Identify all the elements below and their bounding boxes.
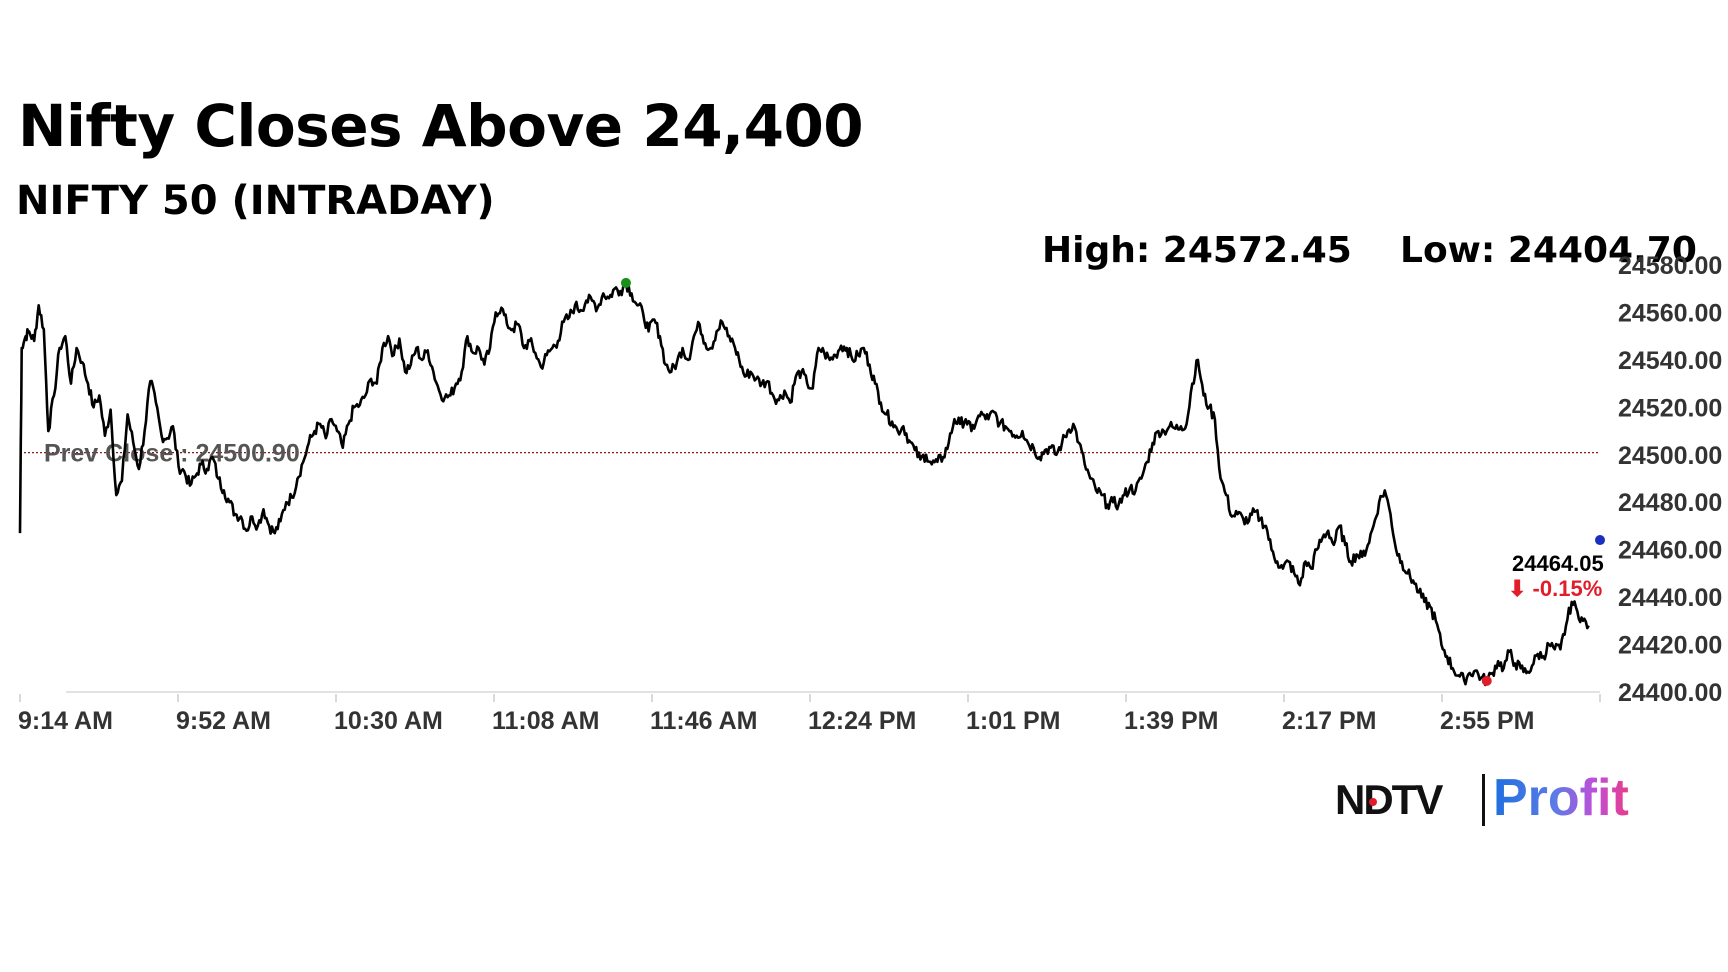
x-tick-label: 9:14 AM — [18, 707, 113, 735]
y-tick-label: 24460.00 — [1618, 537, 1722, 565]
logo-dot-icon — [1369, 798, 1377, 806]
high-stat: High: 24572.45 — [1042, 230, 1352, 271]
x-tick-label: 2:17 PM — [1282, 707, 1376, 735]
price-series-line — [18, 281, 1590, 687]
last-value-marker — [1595, 535, 1605, 546]
y-tick-label: 24440.00 — [1618, 584, 1722, 612]
chart-title: Nifty Closes Above 24,400 — [18, 92, 864, 160]
y-tick-label: 24540.00 — [1618, 347, 1722, 375]
tick-labels-layer: 24400.00 24420.00 24440.00 24460.00 24480.00… — [18, 252, 1722, 735]
last-value-label: 24464.05 — [1512, 551, 1604, 576]
x-tick-label: 11:46 AM — [650, 707, 757, 735]
ndtv-wordmark: NDTV — [1335, 776, 1443, 823]
x-tick-label: 1:01 PM — [966, 707, 1060, 735]
high-marker — [620, 277, 631, 288]
y-tick-label: 24580.00 — [1618, 252, 1722, 280]
y-tick-label: 24480.00 — [1618, 489, 1722, 517]
x-tick-label: 11:08 AM — [492, 707, 599, 735]
low-stat: Low: 24404.70 — [1400, 230, 1697, 271]
low-marker — [1481, 675, 1492, 686]
y-tick-label: 24400.00 — [1618, 679, 1722, 707]
y-tick-label: 24420.00 — [1618, 632, 1722, 660]
x-tick-label: 2:55 PM — [1440, 707, 1534, 735]
x-tick-label: 9:52 AM — [176, 707, 271, 735]
y-tick-label: 24500.00 — [1618, 442, 1722, 470]
profit-wordmark: Profit — [1493, 769, 1629, 827]
x-tick-label: 12:24 PM — [808, 707, 916, 735]
logo-divider — [1482, 774, 1485, 826]
chart-subtitle: NIFTY 50 (INTRADAY) — [16, 178, 495, 224]
change-label: ⬇ -0.15% — [1508, 576, 1602, 601]
x-tick-label: 10:30 AM — [334, 707, 443, 735]
y-tick-label: 24520.00 — [1618, 394, 1722, 422]
y-tick-label: 24560.00 — [1618, 299, 1722, 327]
prev-close-label: Prev Close : 24500.90 — [44, 440, 300, 468]
x-tick-label: 1:39 PM — [1124, 707, 1218, 735]
